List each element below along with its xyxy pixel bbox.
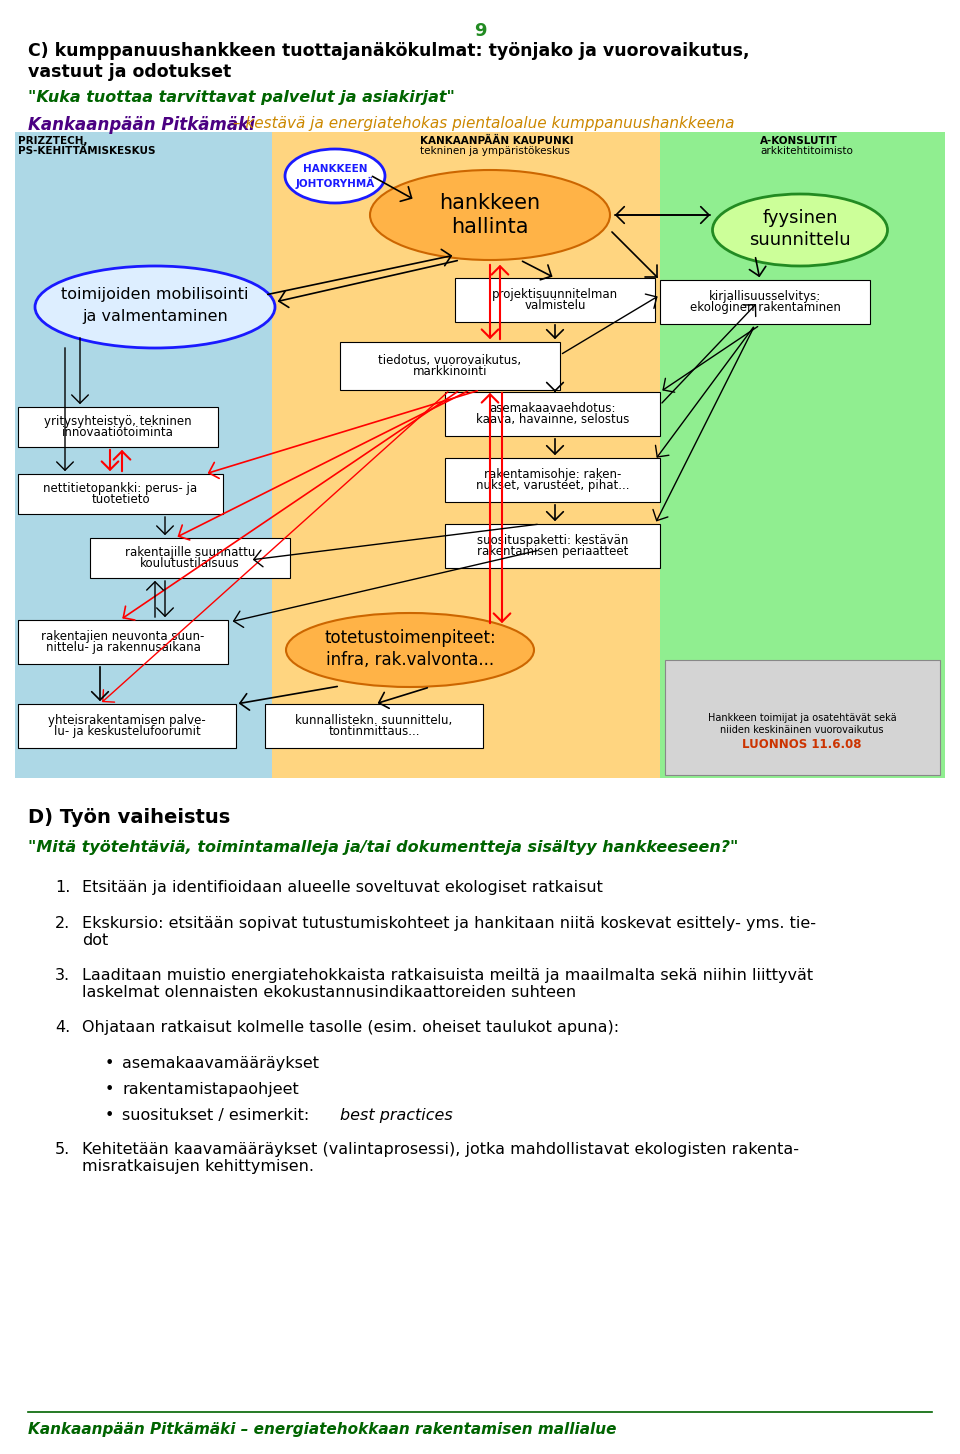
Text: rakentamisohje: raken-: rakentamisohje: raken- <box>484 468 621 481</box>
Text: "Mitä työtehtäviä, toimintamalleja ja/tai dokumentteja sisältyy hankkeeseen?": "Mitä työtehtäviä, toimintamalleja ja/ta… <box>28 840 738 855</box>
Text: rakentajien neuvonta suun-: rakentajien neuvonta suun- <box>41 630 204 643</box>
Bar <box>18 704 236 747</box>
Ellipse shape <box>35 266 275 348</box>
Text: •: • <box>105 1108 114 1122</box>
Text: nittelu- ja rakennusaikana: nittelu- ja rakennusaikana <box>45 641 201 654</box>
Text: markkinointi: markkinointi <box>413 365 488 378</box>
Text: 2.: 2. <box>55 916 70 931</box>
Text: A-KONSLUTIT: A-KONSLUTIT <box>760 137 838 145</box>
Text: Laaditaan muistio energiatehokkaista ratkaisuista meiltä ja maailmalta sekä niih: Laaditaan muistio energiatehokkaista rat… <box>82 968 813 1000</box>
Text: Etsitään ja identifioidaan alueelle soveltuvat ekologiset ratkaisut: Etsitään ja identifioidaan alueelle sove… <box>82 880 603 896</box>
Bar <box>445 523 660 569</box>
Ellipse shape <box>285 148 385 204</box>
Text: asemakaavamääräykset: asemakaavamääräykset <box>122 1056 319 1072</box>
Text: 1.: 1. <box>55 880 70 896</box>
Text: tiedotus, vuorovaikutus,: tiedotus, vuorovaikutus, <box>378 355 521 368</box>
Text: tuotetieto: tuotetieto <box>91 493 150 506</box>
Text: lu- ja keskustelufoorumit: lu- ja keskustelufoorumit <box>54 724 201 737</box>
Text: Ekskursio: etsitään sopivat tutustumiskohteet ja hankitaan niitä koskevat esitte: Ekskursio: etsitään sopivat tutustumisko… <box>82 916 816 948</box>
Text: niiden keskinäinen vuorovaikutus: niiden keskinäinen vuorovaikutus <box>720 726 884 736</box>
Text: suunnittelu: suunnittelu <box>749 231 851 249</box>
Text: 4.: 4. <box>55 1021 70 1035</box>
Text: "Kuka tuottaa tarvittavat palvelut ja asiakirjat": "Kuka tuottaa tarvittavat palvelut ja as… <box>28 90 455 105</box>
Bar <box>665 660 940 775</box>
Bar <box>18 619 228 664</box>
Text: Kankaanpään Pitkämäki: Kankaanpään Pitkämäki <box>28 116 254 134</box>
Text: kaava, havainne, selostus: kaava, havainne, selostus <box>476 413 629 426</box>
Text: asemakaavaehdotus:: asemakaavaehdotus: <box>490 403 615 416</box>
Text: 3.: 3. <box>55 968 70 983</box>
Text: 9: 9 <box>473 22 487 41</box>
Text: •: • <box>105 1056 114 1072</box>
Text: ekologinen rakentaminen: ekologinen rakentaminen <box>689 301 840 314</box>
Text: hallinta: hallinta <box>451 217 529 237</box>
Text: KANKAANPÄÄN KAUPUNKI: KANKAANPÄÄN KAUPUNKI <box>420 137 574 145</box>
Text: Kankaanpään Pitkämäki – energiatehokkaan rakentamisen mallialue: Kankaanpään Pitkämäki – energiatehokkaan… <box>28 1422 616 1437</box>
Text: nukset, varusteet, pihat...: nukset, varusteet, pihat... <box>476 478 629 491</box>
Bar <box>90 538 290 579</box>
Text: totetustoimenpiteet:: totetustoimenpiteet: <box>324 630 496 647</box>
Ellipse shape <box>286 614 534 686</box>
Text: PS-KEHITTÄMISKESKUS: PS-KEHITTÄMISKESKUS <box>18 145 156 156</box>
Text: tontinmittaus...: tontinmittaus... <box>328 724 420 737</box>
Text: rakentajille suunnattu: rakentajille suunnattu <box>125 547 255 560</box>
Text: toimijoiden mobilisointi: toimijoiden mobilisointi <box>61 288 249 302</box>
Text: kirjallisuusselvitys:: kirjallisuusselvitys: <box>708 291 821 304</box>
Bar <box>660 132 945 778</box>
Text: nettitietopankki: perus- ja: nettitietopankki: perus- ja <box>43 483 198 496</box>
Text: yhteisrakentamisen palve-: yhteisrakentamisen palve- <box>48 714 205 727</box>
Text: Ohjataan ratkaisut kolmelle tasolle (esim. oheiset taulukot apuna):: Ohjataan ratkaisut kolmelle tasolle (esi… <box>82 1021 619 1035</box>
Text: kunnallistekn. suunnittelu,: kunnallistekn. suunnittelu, <box>296 714 452 727</box>
Text: ja valmentaminen: ja valmentaminen <box>83 310 228 324</box>
Bar <box>445 393 660 436</box>
Text: infra, rak.valvonta...: infra, rak.valvonta... <box>326 651 494 669</box>
Text: arkkitehtitoimisto: arkkitehtitoimisto <box>760 145 852 156</box>
Text: PRIZZTECH,: PRIZZTECH, <box>18 137 87 145</box>
Text: vastuut ja odotukset: vastuut ja odotukset <box>28 63 231 81</box>
Text: innovaatiotoiminta: innovaatiotoiminta <box>62 426 174 439</box>
Text: rakentamistapaohjeet: rakentamistapaohjeet <box>122 1082 299 1096</box>
Text: projektisuunnitelman: projektisuunnitelman <box>492 288 618 301</box>
Bar <box>18 474 223 515</box>
Text: JOHTORYHMÄ: JOHTORYHMÄ <box>296 177 374 189</box>
Bar <box>18 407 218 446</box>
Bar <box>15 132 272 778</box>
Text: suositukset / esimerkit:: suositukset / esimerkit: <box>122 1108 314 1122</box>
Text: best practices: best practices <box>340 1108 453 1122</box>
Text: fyysinen: fyysinen <box>762 209 838 227</box>
Text: Kehitetään kaavamääräykset (valintaprosessi), jotka mahdollistavat ekologisten r: Kehitetään kaavamääräykset (valintaprose… <box>82 1141 799 1175</box>
Bar <box>340 342 560 390</box>
Text: hankkeen: hankkeen <box>440 193 540 212</box>
Text: HANKKEEN: HANKKEEN <box>302 164 368 174</box>
Text: C) kumppanuushankkeen tuottajanäkökulmat: työnjako ja vuorovaikutus,: C) kumppanuushankkeen tuottajanäkökulmat… <box>28 42 750 60</box>
Bar <box>265 704 483 747</box>
Bar <box>455 278 655 321</box>
Bar <box>660 281 870 324</box>
Text: 5.: 5. <box>55 1141 70 1157</box>
Text: rakentamisen periaatteet: rakentamisen periaatteet <box>477 545 628 558</box>
Text: LUONNOS 11.6.08: LUONNOS 11.6.08 <box>742 739 862 752</box>
Text: Hankkeen toimijat ja osatehtävät sekä: Hankkeen toimijat ja osatehtävät sekä <box>708 712 897 723</box>
Text: – kestävä ja energiatehokas pientaloalue kumppanuushankkeena: – kestävä ja energiatehokas pientaloalue… <box>228 116 734 131</box>
Text: yritysyhteistyö, tekninen: yritysyhteistyö, tekninen <box>44 416 192 429</box>
Text: koulutustilaisuus: koulutustilaisuus <box>140 557 240 570</box>
Ellipse shape <box>370 170 610 260</box>
Text: D) Työn vaiheistus: D) Työn vaiheistus <box>28 808 230 827</box>
Text: tekninen ja ympäristökeskus: tekninen ja ympäristökeskus <box>420 145 570 156</box>
Text: suosituspaketti: kestävän: suosituspaketti: kestävän <box>477 534 628 547</box>
Bar <box>445 458 660 502</box>
Text: •: • <box>105 1082 114 1096</box>
Ellipse shape <box>712 193 887 266</box>
Text: valmistelu: valmistelu <box>524 298 586 311</box>
Bar <box>272 132 660 778</box>
